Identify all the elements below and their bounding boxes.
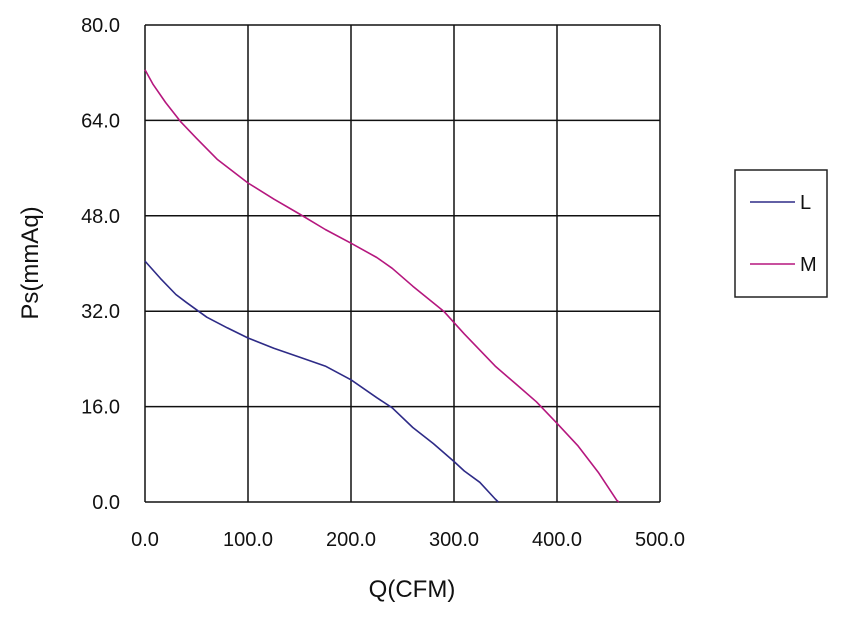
y-tick-label: 48.0 bbox=[81, 206, 120, 228]
legend-label-m: M bbox=[800, 254, 817, 276]
legend-label-l: L bbox=[800, 192, 811, 214]
y-tick-label: 16.0 bbox=[81, 397, 120, 419]
legend-box bbox=[734, 169, 828, 298]
x-tick-label: 200.0 bbox=[326, 529, 376, 551]
x-tick-label: 100.0 bbox=[223, 529, 273, 551]
x-tick-labels: 0.0 100.0 200.0 300.0 400.0 500.0 bbox=[131, 529, 685, 551]
x-tick-label: 400.0 bbox=[532, 529, 582, 551]
grid bbox=[144, 24, 661, 503]
y-axis-title: Ps(mmAq) bbox=[17, 206, 44, 319]
y-tick-label: 64.0 bbox=[81, 110, 120, 132]
series-line-m bbox=[144, 69, 620, 503]
y-tick-label: 80.0 bbox=[81, 15, 120, 37]
y-tick-label: 0.0 bbox=[92, 492, 120, 514]
series-lines bbox=[144, 69, 620, 503]
x-tick-label: 0.0 bbox=[131, 529, 159, 551]
legend: LM bbox=[734, 169, 828, 298]
series-line-l bbox=[144, 260, 499, 503]
x-tick-label: 300.0 bbox=[429, 529, 479, 551]
x-axis-title: Q(CFM) bbox=[369, 576, 456, 603]
y-tick-label: 32.0 bbox=[81, 301, 120, 323]
x-tick-label: 500.0 bbox=[635, 529, 685, 551]
y-tick-labels: 0.0 16.0 32.0 48.0 64.0 80.0 bbox=[81, 15, 120, 514]
